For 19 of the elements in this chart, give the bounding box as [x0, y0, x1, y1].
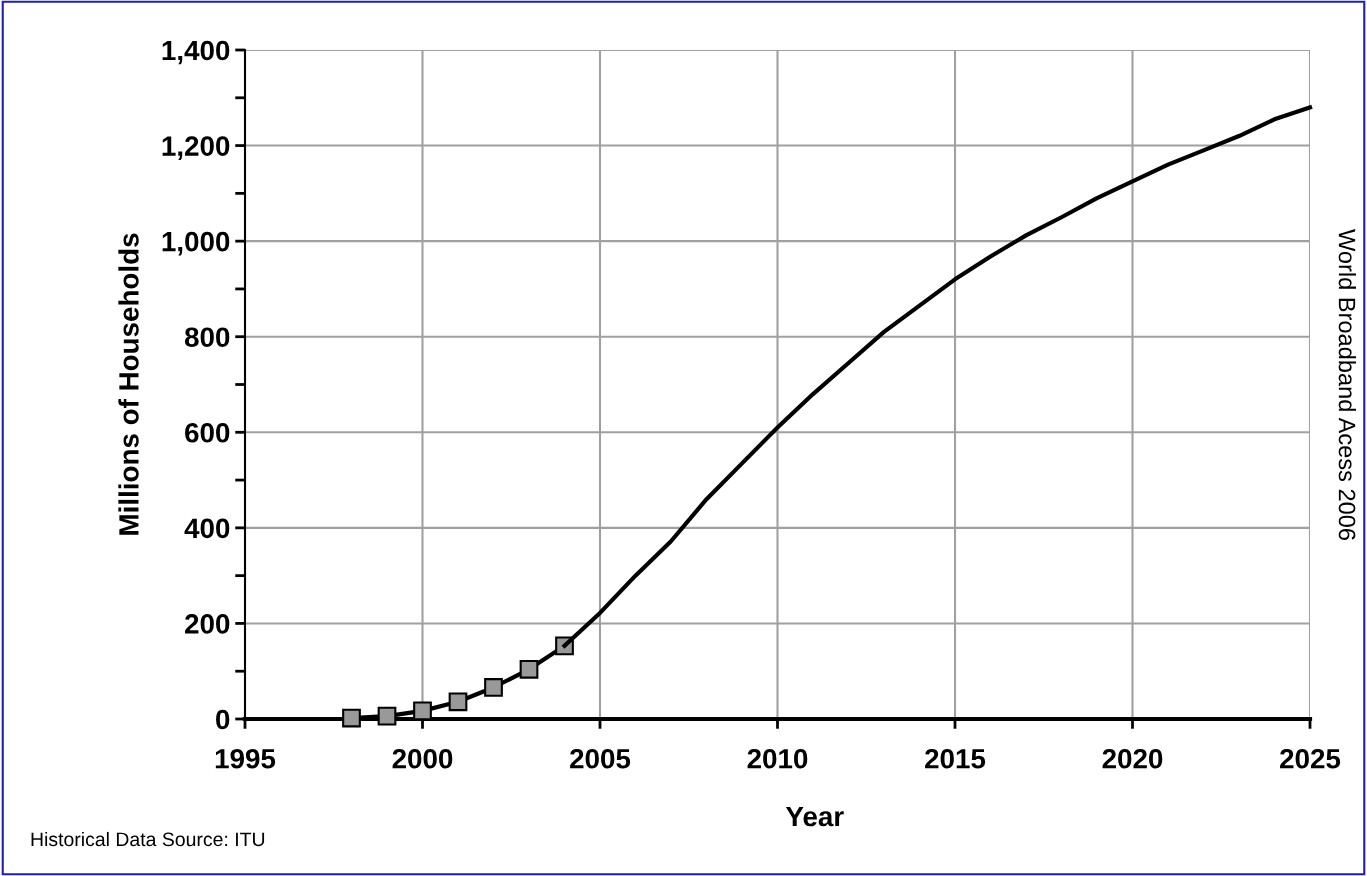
x-tick-label: 2020	[1102, 748, 1163, 769]
y-tick-label: 1,400	[162, 40, 230, 65]
x-tick-label: 1995	[215, 748, 276, 769]
x-axis-title: Year	[785, 806, 844, 827]
x-tick-label: 2025	[1280, 748, 1341, 769]
text: Historical Data Source: ITU	[31, 831, 265, 847]
y-tick-label: 800	[184, 327, 230, 348]
text: World Broadband Acess 2006	[1338, 229, 1357, 540]
x-tick-label: 2010	[747, 748, 808, 769]
x-tick-label: 2000	[392, 748, 453, 769]
y-tick-label: 1,200	[162, 136, 230, 160]
y-tick-label: 400	[184, 518, 230, 539]
y-tick-label: 1,000	[162, 231, 230, 256]
y-tick-label: 600	[185, 422, 230, 443]
y-tick-label: 0	[216, 709, 230, 730]
y-tick-label: 200	[185, 614, 230, 634]
x-tick-label: 2015	[925, 748, 986, 769]
x-tick-label: 2005	[570, 748, 631, 769]
y-axis-title: Millions of Households	[118, 233, 139, 535]
